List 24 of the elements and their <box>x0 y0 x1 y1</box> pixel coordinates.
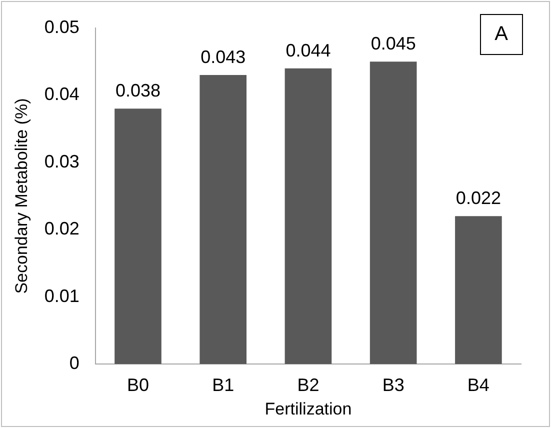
data-label: 0.022 <box>456 188 501 208</box>
y-tick-label: 0.01 <box>44 286 80 306</box>
y-tick-label: 0.04 <box>44 84 80 104</box>
data-label: 0.038 <box>115 80 161 101</box>
x-tick-label: B1 <box>212 374 234 395</box>
x-tick-label: B3 <box>382 374 404 395</box>
y-tick-label: 0.03 <box>44 151 80 172</box>
y-tick-label: 0.05 <box>44 16 80 37</box>
annotation: A <box>480 14 523 55</box>
x-tick-label: B4 <box>467 374 490 395</box>
y-axis-title: Secondary Metabolite (%) <box>12 98 31 294</box>
x-tick-label: B2 <box>297 374 320 395</box>
bar <box>455 216 502 364</box>
x-tick-label: B0 <box>126 374 150 395</box>
x-axis-title: Fertilization <box>264 399 352 418</box>
data-label: 0.045 <box>370 34 416 54</box>
bar <box>284 68 332 364</box>
y-tick-label: 0 <box>69 352 80 373</box>
bar <box>370 62 417 364</box>
y-tick-label: 0.02 <box>44 218 80 239</box>
data-label: 0.044 <box>286 40 331 60</box>
data-label: 0.043 <box>200 47 246 68</box>
bar <box>200 75 247 364</box>
bar <box>114 108 162 364</box>
